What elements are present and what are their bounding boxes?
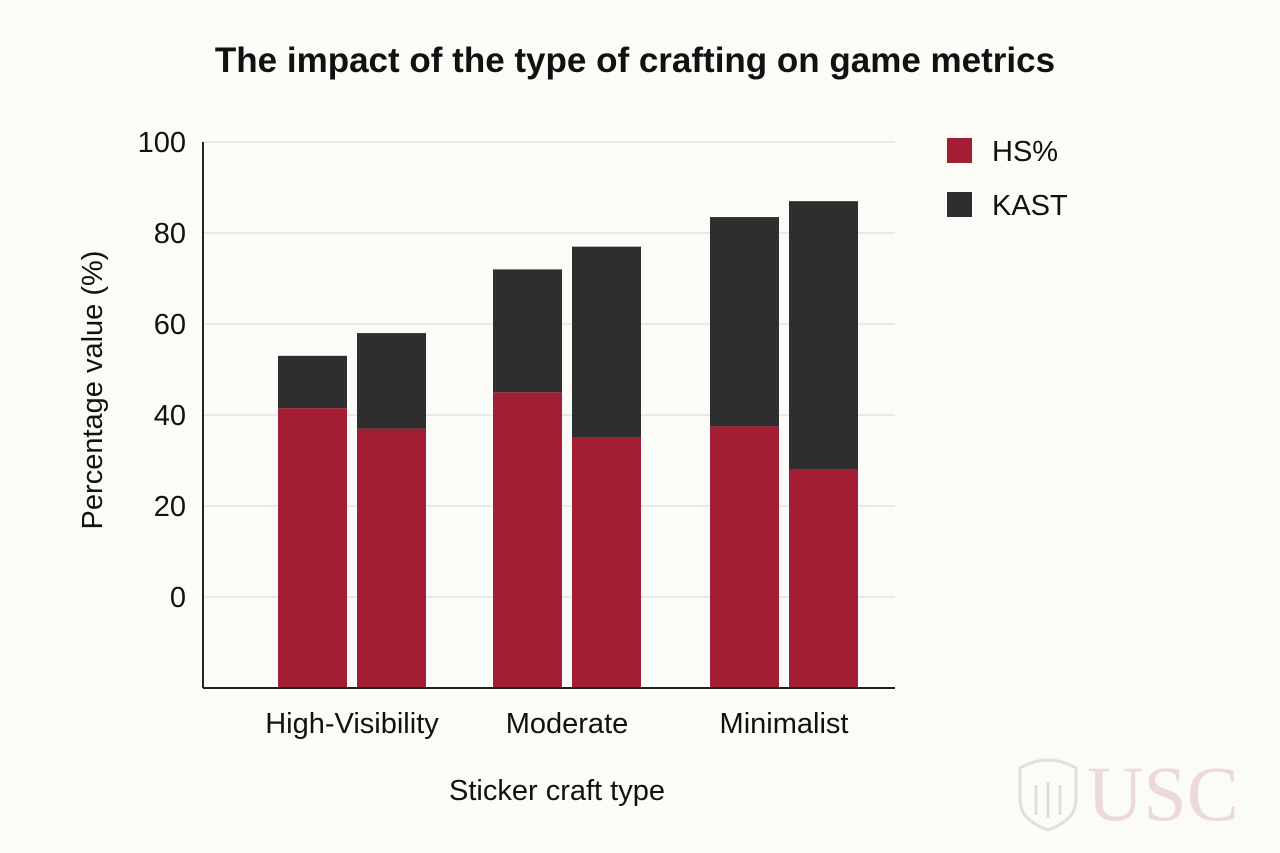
x-tick-labels: High-Visibility Moderate Minimalist: [265, 708, 848, 740]
x-axis-label: Sticker craft type: [449, 775, 665, 807]
y-tick-labels: 100 80 60 40 20 0: [138, 127, 186, 614]
watermark: USC: [1018, 750, 1239, 837]
y-tick-label: 40: [154, 400, 186, 432]
legend-swatch: [947, 192, 972, 217]
legend-label: HS%: [992, 136, 1058, 168]
bar-kast-segment: [278, 355, 347, 409]
y-tick-label: 100: [138, 127, 186, 159]
bar-hs-segment: [278, 408, 347, 688]
y-tick-label: 0: [170, 582, 186, 614]
y-tick-label: 20: [154, 491, 186, 523]
x-tick-label: Moderate: [506, 708, 629, 740]
legend: HS% KAST: [947, 136, 1068, 222]
bar-hs-segment: [493, 392, 562, 688]
watermark-text: USC: [1087, 750, 1239, 837]
bar-hs-segment: [710, 426, 779, 688]
seal-icon: [1018, 758, 1078, 832]
bar-kast-segment: [493, 269, 562, 393]
bar-hs-segment: [572, 437, 641, 688]
bar-hs-segment: [789, 469, 858, 688]
y-axis-label: Percentage value (%): [77, 251, 109, 530]
bar-kast-segment: [357, 333, 426, 429]
x-tick-label: Minimalist: [720, 708, 849, 740]
chart-title: The impact of the type of crafting on ga…: [215, 41, 1055, 80]
bar-kast-segment: [572, 246, 641, 438]
y-tick-label: 60: [154, 309, 186, 341]
bars: [278, 201, 858, 688]
legend-swatch: [947, 138, 972, 163]
legend-label: KAST: [992, 190, 1068, 222]
bar-kast-segment: [710, 217, 779, 427]
bar-kast-segment: [789, 201, 858, 470]
y-tick-label: 80: [154, 218, 186, 250]
x-tick-label: High-Visibility: [265, 708, 439, 740]
bar-hs-segment: [357, 428, 426, 688]
